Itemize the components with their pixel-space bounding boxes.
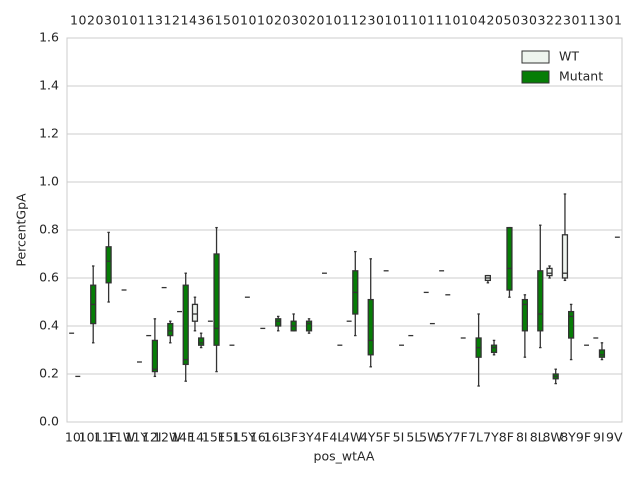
x-tick-label: 9V (606, 430, 623, 445)
x-tick-label: 7F (453, 430, 468, 445)
y-tick-label: 0.6 (39, 270, 59, 285)
box (506, 226, 513, 291)
box (167, 322, 174, 337)
x-tick-label: 9F (576, 430, 591, 445)
x-tick-label: 4L (329, 430, 344, 445)
x-tick-label: 5F (375, 430, 390, 445)
x-tick-label: 16L (264, 430, 287, 445)
legend-label: WT (559, 49, 579, 64)
x-tick-label: 15Y (233, 430, 257, 445)
legend-label: Mutant (559, 69, 603, 84)
box (568, 310, 575, 339)
box (521, 298, 528, 332)
box (546, 267, 553, 277)
x-tick-label: 12I (142, 430, 162, 445)
top-annotation: 1 0 2 0 3 0 1 0 1 1 3 1 2 1 4 3 6 1 5 0 … (70, 13, 622, 28)
x-tick-label: 16I (250, 430, 270, 445)
x-tick-label: 5Y (437, 430, 453, 445)
x-tick-label: 4F (314, 430, 329, 445)
x-tick-label: 14I (188, 430, 208, 445)
x-tick-label: 9I (593, 430, 605, 445)
x-tick-label: 8Y (560, 430, 576, 445)
box (537, 270, 544, 332)
x-tick-label: 15L (217, 430, 240, 445)
legend-swatch (521, 50, 550, 64)
box (191, 303, 199, 322)
y-tick-label: 0.2 (39, 366, 59, 381)
y-tick-label: 1.0 (39, 174, 59, 189)
x-tick-label: 11Y (125, 430, 149, 445)
box (213, 253, 220, 346)
x-tick-label: 8I (516, 430, 528, 445)
x-tick-label: 3Y (298, 430, 314, 445)
legend-swatch (521, 70, 550, 84)
box (305, 320, 313, 332)
x-tick-label: 15F (202, 430, 225, 445)
x-tick-label: 8W (542, 430, 562, 445)
x-tick-label: 5L (406, 430, 421, 445)
x-tick-label: 5W (419, 430, 439, 445)
x-tick-label: 10L (79, 430, 102, 445)
box (490, 344, 498, 354)
box (182, 284, 189, 366)
y-tick-label: 0.8 (39, 222, 59, 237)
box (561, 234, 569, 279)
box (275, 318, 282, 327)
x-tick-label: 10I (65, 430, 85, 445)
box (367, 298, 374, 356)
y-tick-label: 1.2 (39, 126, 59, 141)
x-tick-label: 4W (342, 430, 362, 445)
x-tick-label: 11F (94, 430, 117, 445)
y-tick-label: 0.4 (39, 318, 59, 333)
x-tick-label: 3F (283, 430, 298, 445)
x-tick-label: 8F (499, 430, 514, 445)
y-tick-label: 1.6 (39, 30, 59, 45)
y-axis-label: PercentGpA (14, 193, 29, 267)
box (105, 246, 112, 284)
box (151, 339, 158, 373)
y-tick-label: 0.0 (39, 414, 59, 429)
x-tick-label: 7L (468, 430, 483, 445)
x-tick-label: 4Y (360, 430, 376, 445)
x-tick-label: 8L (530, 430, 545, 445)
x-tick-label: 5I (393, 430, 405, 445)
x-axis-label: pos_wtAA (314, 449, 375, 464)
x-tick-label: 11W (107, 430, 135, 445)
x-tick-label: 12W (153, 430, 181, 445)
x-tick-label: 14F (171, 430, 194, 445)
box (198, 337, 205, 346)
x-tick-label: 7Y (483, 430, 499, 445)
y-tick-label: 1.4 (39, 78, 59, 93)
box (598, 349, 606, 358)
